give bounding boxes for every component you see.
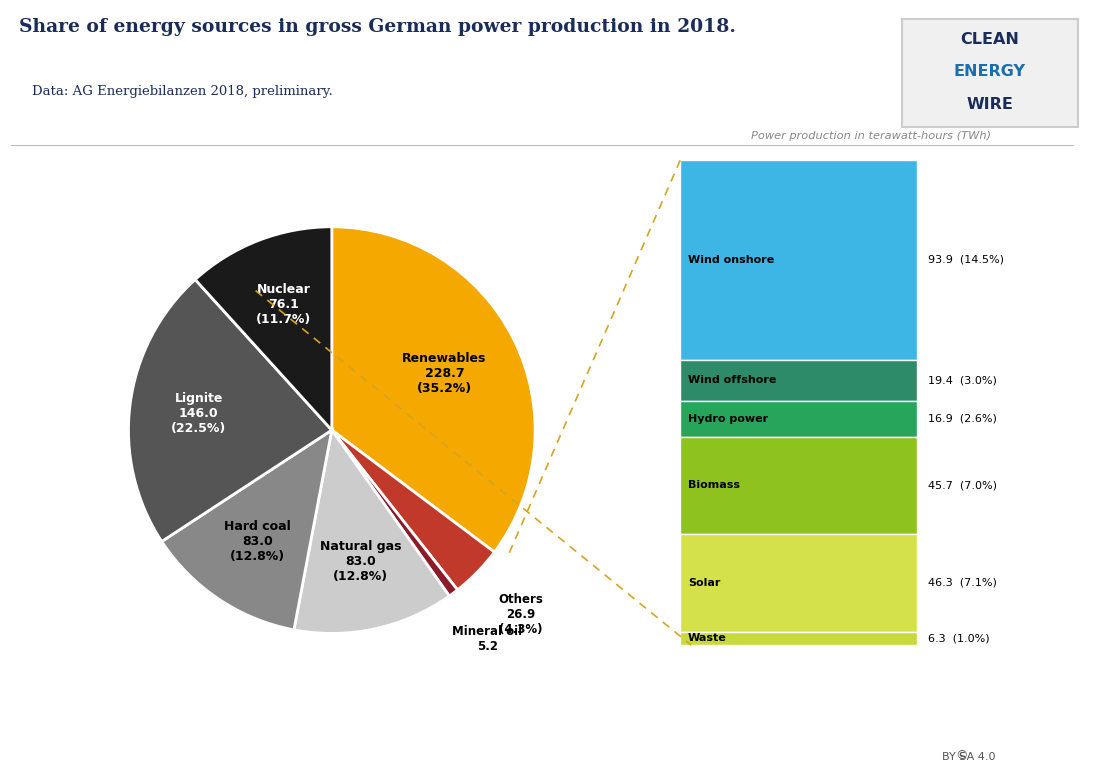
Text: Solar: Solar [688,578,720,587]
Text: 46.3  (7.1%): 46.3 (7.1%) [928,578,998,587]
Wedge shape [128,279,332,541]
Wedge shape [332,430,494,590]
Text: Waste: Waste [688,633,727,644]
Text: Share of energy sources in gross German power production in 2018.: Share of energy sources in gross German … [20,18,737,36]
Text: 45.7  (7.0%): 45.7 (7.0%) [928,480,998,490]
Text: CLEAN: CLEAN [960,31,1020,47]
Wedge shape [161,430,332,630]
Text: Nuclear
76.1
(11.7%): Nuclear 76.1 (11.7%) [255,283,311,326]
Text: Mineral oil
5.2: Mineral oil 5.2 [452,625,523,653]
Text: 93.9  (14.5%): 93.9 (14.5%) [928,255,1004,265]
Wedge shape [332,227,535,552]
Text: BY SA 4.0: BY SA 4.0 [942,752,995,762]
Text: 6.3  (1.0%): 6.3 (1.0%) [928,633,990,644]
Text: Wind offshore: Wind offshore [688,375,776,385]
Text: ©: © [956,749,968,762]
Text: Wind onshore: Wind onshore [688,255,774,265]
Text: Natural gas
83.0
(12.8%): Natural gas 83.0 (12.8%) [320,540,401,583]
Text: Biomass: Biomass [688,480,740,490]
Bar [680,160,917,360]
Text: 16.9  (2.6%): 16.9 (2.6%) [928,414,998,424]
Bar [680,632,917,645]
Text: Hard coal
83.0
(12.8%): Hard coal 83.0 (12.8%) [223,520,291,563]
Text: 19.4  (3.0%): 19.4 (3.0%) [928,375,998,385]
Bar [680,400,917,436]
Bar [680,533,917,632]
Bar [680,360,917,400]
Text: Data: AG Energiebilanzen 2018, preliminary.: Data: AG Energiebilanzen 2018, prelimina… [32,85,333,99]
Wedge shape [332,430,458,596]
Text: ENERGY: ENERGY [953,64,1026,80]
Text: WIRE: WIRE [967,97,1013,113]
Wedge shape [195,227,332,430]
Text: Renewables
228.7
(35.2%): Renewables 228.7 (35.2%) [403,352,487,395]
Text: Hydro power: Hydro power [688,414,768,424]
Text: Lignite
146.0
(22.5%): Lignite 146.0 (22.5%) [171,392,227,435]
Bar [680,436,917,533]
Text: Power production in terawatt-hours (TWh): Power production in terawatt-hours (TWh) [751,131,991,141]
Wedge shape [294,430,449,633]
Text: Others
26.9
(4.3%): Others 26.9 (4.3%) [499,594,543,637]
